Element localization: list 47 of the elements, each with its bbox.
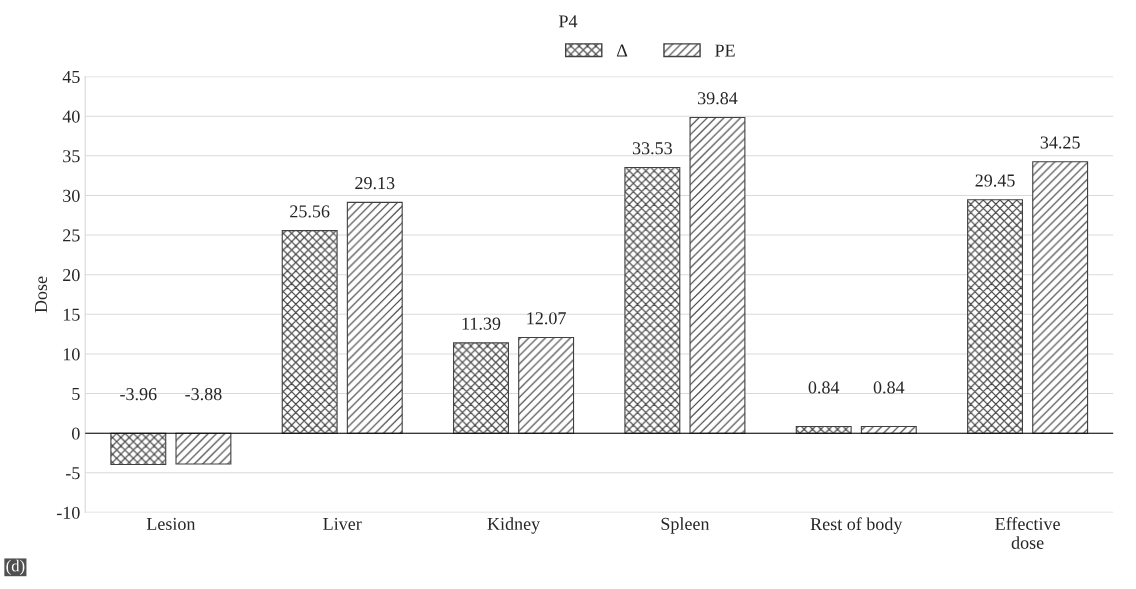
bar	[175, 432, 232, 465]
bar	[967, 199, 1024, 434]
x-tick-label: Effective dose	[995, 517, 1060, 549]
bar	[689, 116, 746, 434]
data-label: 33.53	[632, 142, 672, 155]
text: (d)	[6, 559, 25, 575]
y-tick-label: 15	[63, 308, 80, 321]
bar	[1032, 161, 1089, 434]
y-axis-title: Dose	[35, 276, 48, 313]
data-label: 34.25	[1040, 136, 1080, 149]
y-tick-label: 35	[63, 150, 80, 163]
y-tick-label: 20	[63, 268, 80, 282]
y-tick-label: 45	[62, 70, 80, 84]
data-label: 29.13	[355, 177, 395, 190]
bar	[110, 432, 167, 466]
x-tick-label: Spleen	[661, 517, 710, 534]
x-tick-label: Lesion	[146, 517, 196, 530]
data-label: 11.39	[462, 317, 501, 330]
y-tick-label: 40	[62, 110, 80, 123]
data-label: 25.56	[290, 205, 330, 218]
x-tick-label: Liver	[323, 517, 362, 530]
x-tick-label: Kidney	[487, 517, 541, 534]
y-tick-label: 5	[72, 388, 80, 400]
legend-label: PE	[715, 44, 735, 57]
bar	[860, 425, 917, 434]
y-tick-label: 10	[63, 348, 80, 361]
bar	[281, 230, 338, 434]
bar	[518, 336, 575, 434]
y-tick-label: 30	[63, 189, 80, 202]
y-tick-label: -5	[65, 467, 80, 480]
data-label: 12.07	[527, 312, 566, 325]
bar	[453, 342, 509, 434]
chart-title: P4	[558, 15, 578, 28]
data-label: 29.45	[975, 174, 1015, 187]
data-label: 39.84	[698, 92, 738, 105]
y-tick-label: 25	[63, 229, 80, 242]
data-label: 0.84	[873, 381, 905, 394]
y-tick-label: 0	[72, 427, 80, 440]
y-tick-label: -10	[56, 506, 80, 519]
bar	[624, 166, 681, 434]
legend-label: Δ	[616, 44, 628, 57]
bar	[346, 201, 403, 434]
x-tick-label: Rest of body	[810, 517, 903, 534]
bar	[795, 425, 852, 434]
data-label: -3.88	[185, 388, 222, 401]
data-label: 0.84	[808, 381, 840, 394]
data-label: -3.96	[120, 388, 157, 401]
